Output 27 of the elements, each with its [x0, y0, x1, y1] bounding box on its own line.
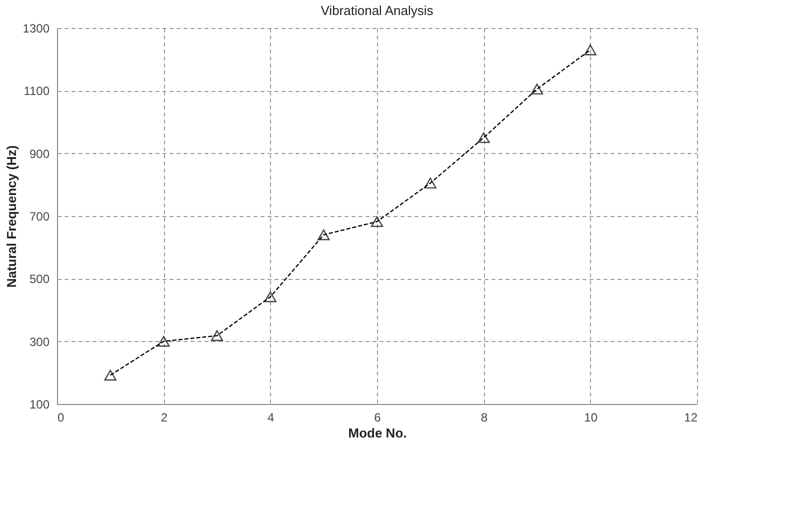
y-axis-title: Natural Frequency (Hz): [4, 145, 19, 288]
x-tick-label: 12: [684, 410, 698, 424]
x-axis-title: Mode No.: [348, 426, 407, 440]
point: [478, 132, 490, 144]
y-tick-label: 500: [29, 272, 50, 286]
point: [370, 216, 384, 228]
x-tick-label: 10: [584, 410, 598, 424]
x-tick-label: 2: [160, 410, 168, 424]
chart-title: Vibrational Analysis: [320, 3, 434, 18]
point: [104, 370, 116, 381]
point: [210, 330, 224, 342]
y-tick-label: 100: [29, 398, 50, 412]
y-tick-label: 300: [29, 334, 50, 349]
point: [158, 336, 170, 347]
point: [318, 229, 330, 240]
y-tick-label: 1300: [22, 22, 50, 36]
x-tick-label: 4: [267, 410, 274, 424]
y-tick-label: 900: [29, 146, 50, 161]
x-tick-label: 6: [374, 410, 382, 424]
point: [424, 178, 436, 188]
x-tick-label: 0: [58, 410, 64, 424]
x-tick-label: 8: [480, 410, 488, 424]
y-tick-label: 700: [29, 210, 50, 224]
point: [530, 84, 544, 94]
point: [584, 44, 596, 56]
point: [264, 291, 276, 302]
y-tick-label: 1100: [24, 84, 50, 98]
